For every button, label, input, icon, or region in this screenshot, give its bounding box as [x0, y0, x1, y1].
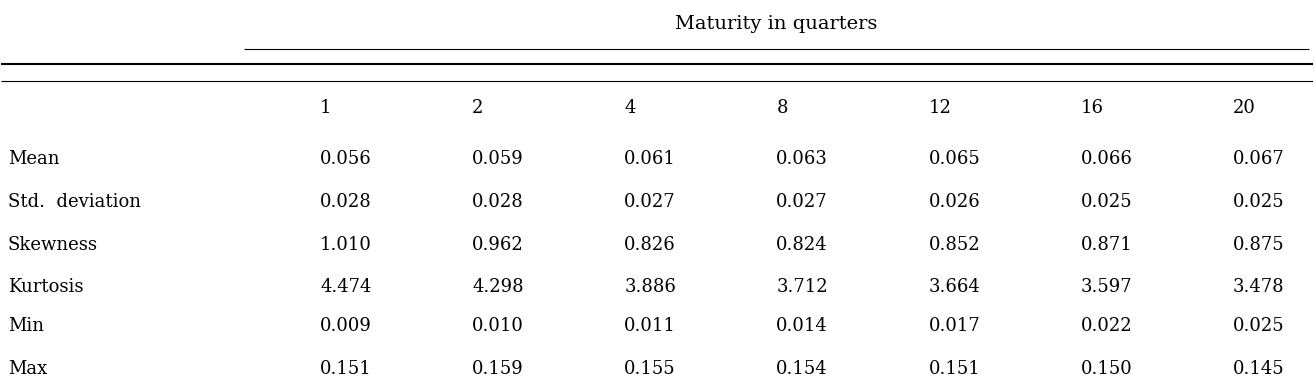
Text: 0.065: 0.065: [929, 150, 980, 169]
Text: 0.962: 0.962: [472, 236, 524, 254]
Text: 0.026: 0.026: [929, 193, 980, 211]
Text: Kurtosis: Kurtosis: [8, 278, 84, 296]
Text: 0.017: 0.017: [929, 317, 980, 335]
Text: Mean: Mean: [8, 150, 59, 169]
Text: 0.025: 0.025: [1080, 193, 1133, 211]
Text: 2: 2: [472, 99, 484, 117]
Text: 8: 8: [777, 99, 788, 117]
Text: 0.063: 0.063: [777, 150, 828, 169]
Text: 0.022: 0.022: [1080, 317, 1133, 335]
Text: 3.478: 3.478: [1233, 278, 1284, 296]
Text: 0.011: 0.011: [624, 317, 677, 335]
Text: 0.066: 0.066: [1080, 150, 1133, 169]
Text: 3.664: 3.664: [929, 278, 980, 296]
Text: 0.826: 0.826: [624, 236, 675, 254]
Text: 0.025: 0.025: [1233, 317, 1284, 335]
Text: 1.010: 1.010: [321, 236, 372, 254]
Text: 0.009: 0.009: [321, 317, 372, 335]
Text: 0.027: 0.027: [777, 193, 828, 211]
Text: 16: 16: [1080, 99, 1104, 117]
Text: 0.028: 0.028: [472, 193, 524, 211]
Text: 0.067: 0.067: [1233, 150, 1284, 169]
Text: Skewness: Skewness: [8, 236, 99, 254]
Text: 0.025: 0.025: [1233, 193, 1284, 211]
Text: 0.027: 0.027: [624, 193, 675, 211]
Text: 12: 12: [929, 99, 951, 117]
Text: 0.155: 0.155: [624, 360, 675, 377]
Text: 20: 20: [1233, 99, 1255, 117]
Text: 3.886: 3.886: [624, 278, 677, 296]
Text: 0.028: 0.028: [321, 193, 372, 211]
Text: 1: 1: [321, 99, 331, 117]
Text: 0.150: 0.150: [1080, 360, 1133, 377]
Text: 0.875: 0.875: [1233, 236, 1284, 254]
Text: 0.154: 0.154: [777, 360, 828, 377]
Text: 0.871: 0.871: [1080, 236, 1133, 254]
Text: 0.061: 0.061: [624, 150, 677, 169]
Text: Max: Max: [8, 360, 47, 377]
Text: 0.145: 0.145: [1233, 360, 1284, 377]
Text: 0.014: 0.014: [777, 317, 828, 335]
Text: 3.712: 3.712: [777, 278, 828, 296]
Text: 4.474: 4.474: [321, 278, 372, 296]
Text: 0.159: 0.159: [472, 360, 524, 377]
Text: 0.852: 0.852: [929, 236, 980, 254]
Text: 0.056: 0.056: [321, 150, 372, 169]
Text: 4: 4: [624, 99, 636, 117]
Text: 0.151: 0.151: [321, 360, 372, 377]
Text: Min: Min: [8, 317, 43, 335]
Text: Maturity in quarters: Maturity in quarters: [675, 15, 878, 33]
Text: Std.  deviation: Std. deviation: [8, 193, 141, 211]
Text: 0.151: 0.151: [929, 360, 980, 377]
Text: 3.597: 3.597: [1080, 278, 1133, 296]
Text: 0.010: 0.010: [472, 317, 524, 335]
Text: 4.298: 4.298: [472, 278, 524, 296]
Text: 0.059: 0.059: [472, 150, 524, 169]
Text: 0.824: 0.824: [777, 236, 828, 254]
